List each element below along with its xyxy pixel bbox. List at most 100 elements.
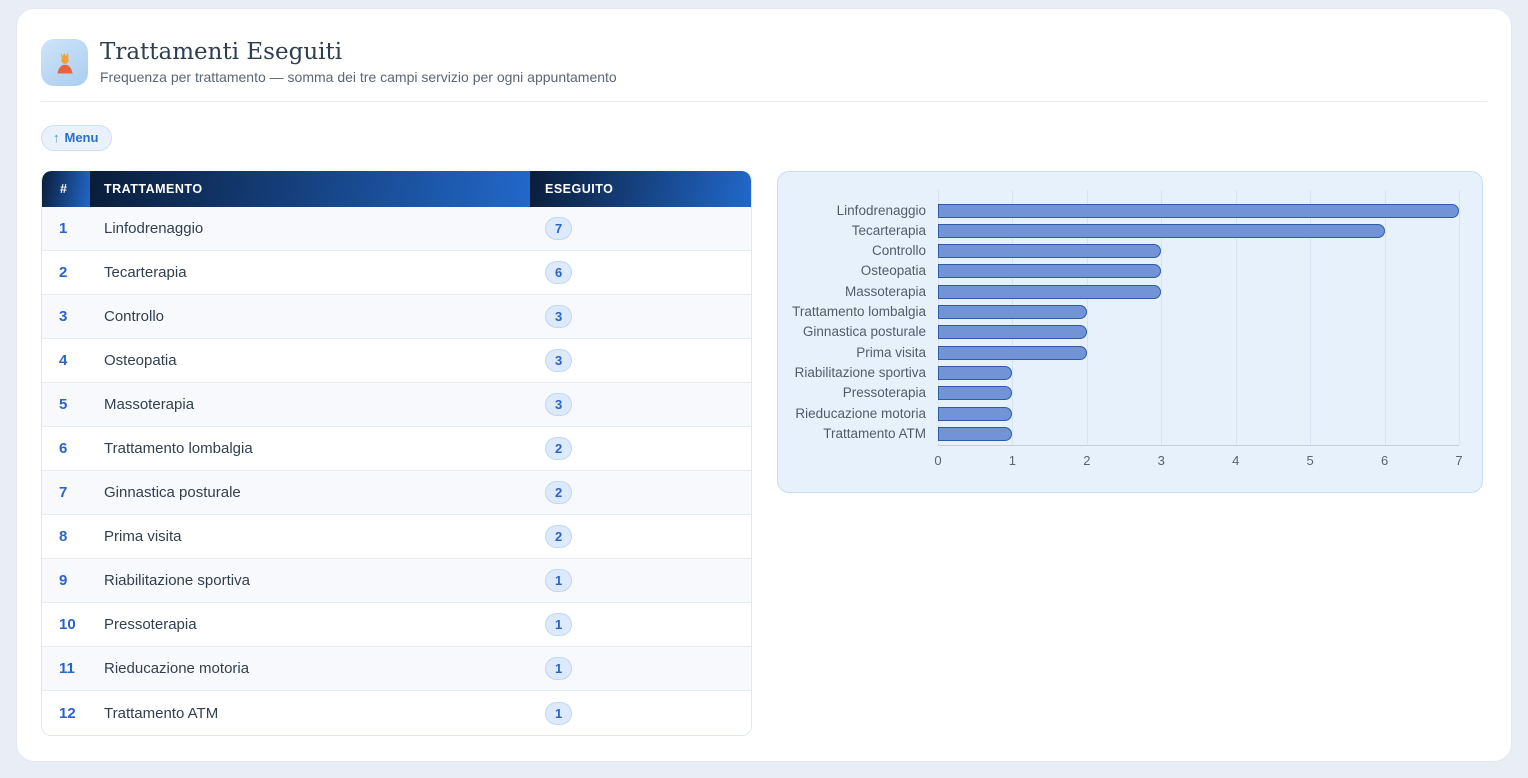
table-row: 8 Prima visita 2	[42, 515, 751, 559]
row-trattamento: Pressoterapia	[90, 603, 530, 647]
grid-line	[1459, 190, 1460, 445]
bar	[938, 284, 1162, 299]
header-divider	[41, 101, 1487, 102]
column-header-eseguito: ESEGUITO	[530, 171, 751, 207]
count-badge: 1	[545, 569, 573, 592]
row-rank: 5	[42, 383, 90, 427]
app-icon	[41, 39, 88, 86]
category-label: Ginnastica posturale	[802, 324, 926, 340]
row-trattamento: Riabilitazione sportiva	[90, 559, 530, 603]
category-label: Linfodrenaggio	[836, 202, 926, 218]
x-tick-label: 4	[1232, 453, 1240, 468]
category-label: Trattamento lombalgia	[792, 304, 926, 319]
person-getting-massage-icon	[56, 52, 73, 73]
page-header: Trattamenti Eseguiti Frequenza per tratt…	[17, 9, 1511, 86]
row-trattamento: Linfodrenaggio	[90, 207, 530, 251]
x-tick-label: 7	[1455, 453, 1463, 468]
column-header-rank: #	[42, 171, 90, 207]
category-label: Rieducazione motoria	[795, 405, 926, 421]
row-trattamento: Massoterapia	[90, 383, 530, 427]
bar	[938, 203, 1459, 218]
row-trattamento: Controllo	[90, 295, 530, 339]
bar	[938, 325, 1087, 340]
grid-line	[1086, 190, 1088, 445]
grid-line	[1235, 190, 1237, 445]
count-badge: 2	[545, 481, 573, 504]
bar	[938, 365, 1013, 380]
row-rank: 6	[42, 427, 90, 471]
category-label: Tecarterapia	[851, 222, 926, 238]
table-row: 2 Tecarterapia 6	[42, 251, 751, 295]
page-title: Trattamenti Eseguiti	[100, 39, 343, 65]
count-badge: 3	[545, 393, 573, 416]
treatments-table: # TRATTAMENTO ESEGUITO 1 Linfodrenaggio 7 2…	[42, 171, 751, 735]
row-eseguito: 1	[530, 691, 751, 735]
grid-line	[1161, 190, 1163, 445]
x-tick-label: 1	[1008, 453, 1017, 468]
table-row: 11 Rieducazione motoria 1	[42, 647, 751, 691]
category-label: Riabilitazione sportiva	[794, 364, 926, 380]
count-badge: 1	[545, 701, 573, 725]
bar	[938, 223, 1385, 238]
row-rank: 4	[42, 339, 90, 383]
row-eseguito: 2	[530, 515, 751, 559]
category-label: Controllo	[871, 243, 926, 259]
category-label: Trattamento ATM	[823, 425, 926, 441]
table-row: 10 Pressoterapia 1	[42, 603, 751, 647]
category-label: Osteopatia	[860, 263, 926, 279]
main-card: Trattamenti Eseguiti Frequenza per tratt…	[16, 8, 1512, 762]
menu-button-label: Menu	[64, 130, 99, 145]
table-row: 5 Massoterapia 3	[42, 383, 751, 427]
count-badge: 2	[545, 525, 573, 548]
bar	[938, 386, 1013, 401]
count-badge: 2	[545, 437, 573, 460]
bar	[938, 305, 1087, 319]
x-tick-label: 3	[1157, 453, 1165, 468]
row-rank: 11	[42, 647, 90, 691]
row-rank: 7	[42, 471, 90, 515]
category-label: Prima visita	[856, 344, 926, 360]
count-badge: 1	[545, 613, 573, 636]
bar	[938, 345, 1087, 360]
row-eseguito: 1	[530, 647, 751, 691]
bar	[938, 264, 1162, 279]
chart-panel: 0 1 2 3 4 5 6 7 Linfodrenaggio Tecarterapia Contro…	[777, 171, 1483, 493]
table-row: 4 Osteopatia 3	[42, 339, 751, 383]
table-row: 12 Trattamento ATM 1	[42, 691, 751, 735]
x-tick-label: 0	[934, 453, 942, 468]
x-tick-label: 6	[1380, 453, 1389, 468]
bar	[938, 244, 1162, 259]
treatments-table-container: # TRATTAMENTO ESEGUITO 1 Linfodrenaggio 7 2…	[41, 171, 752, 736]
row-eseguito: 6	[530, 251, 751, 295]
row-eseguito: 3	[530, 295, 751, 339]
row-rank: 10	[42, 603, 90, 647]
row-eseguito: 1	[530, 603, 751, 647]
row-eseguito: 1	[530, 559, 751, 603]
table-row: 1 Linfodrenaggio 7	[42, 207, 751, 251]
bar	[938, 406, 1013, 421]
row-trattamento: Osteopatia	[90, 339, 530, 383]
table-row: 9 Riabilitazione sportiva 1	[42, 559, 751, 603]
table-row: 3 Controllo 3	[42, 295, 751, 339]
row-trattamento: Prima visita	[90, 515, 530, 559]
count-badge: 3	[545, 349, 573, 372]
up-arrow-icon: ↑	[53, 130, 60, 145]
row-rank: 8	[42, 515, 90, 559]
row-trattamento: Rieducazione motoria	[90, 647, 530, 691]
count-badge: 7	[545, 217, 573, 240]
x-axis-line	[938, 445, 1459, 446]
count-badge: 3	[545, 305, 573, 328]
row-rank: 3	[42, 295, 90, 339]
row-rank: 12	[59, 704, 76, 722]
count-badge: 1	[545, 657, 573, 680]
page-subtitle: Frequenza per trattamento — somma dei tr…	[100, 69, 617, 86]
row-rank: 2	[42, 251, 90, 295]
table-row: 7 Ginnastica posturale 2	[42, 471, 751, 515]
row-eseguito: 2	[530, 471, 751, 515]
table-row: 6 Trattamento lombalgia 2	[42, 427, 751, 471]
grid-line	[1310, 190, 1312, 445]
menu-button[interactable]: ↑ Menu	[41, 125, 113, 151]
row-eseguito: 3	[530, 383, 751, 427]
x-tick-label: 2	[1083, 453, 1091, 468]
category-label: Pressoterapia	[842, 385, 926, 401]
